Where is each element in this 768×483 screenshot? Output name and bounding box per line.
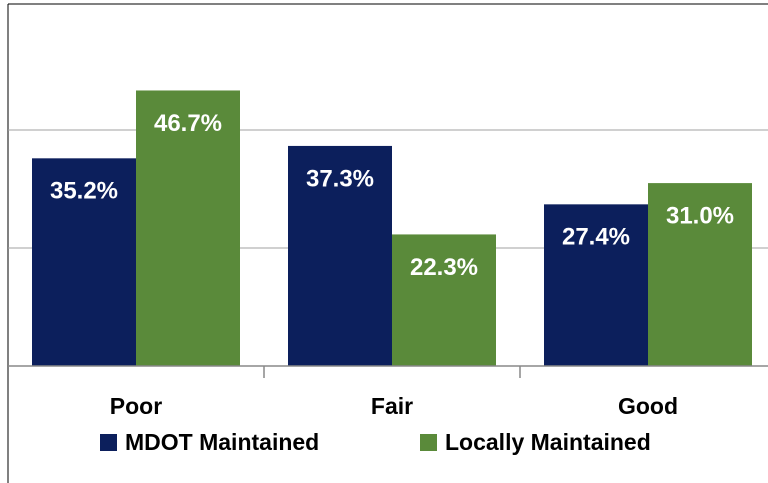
data-label: 22.3%	[410, 254, 478, 281]
data-label: 37.3%	[306, 165, 374, 192]
bar	[544, 204, 648, 366]
legend-label: Locally Maintained	[445, 429, 651, 455]
legend-swatch	[420, 434, 437, 451]
x-tick-label: Fair	[371, 393, 413, 419]
bar	[136, 90, 240, 366]
data-label: 31.0%	[666, 202, 734, 229]
bar	[32, 158, 136, 366]
legend-label: MDOT Maintained	[125, 429, 319, 455]
data-label: 35.2%	[50, 178, 118, 205]
legend-swatch	[100, 434, 117, 451]
bar	[392, 234, 496, 366]
bar	[288, 145, 392, 366]
data-label: 46.7%	[154, 110, 222, 137]
x-tick-label: Good	[618, 393, 678, 419]
x-tick-label: Poor	[110, 393, 162, 419]
data-label: 27.4%	[562, 224, 630, 251]
bar	[648, 183, 752, 366]
